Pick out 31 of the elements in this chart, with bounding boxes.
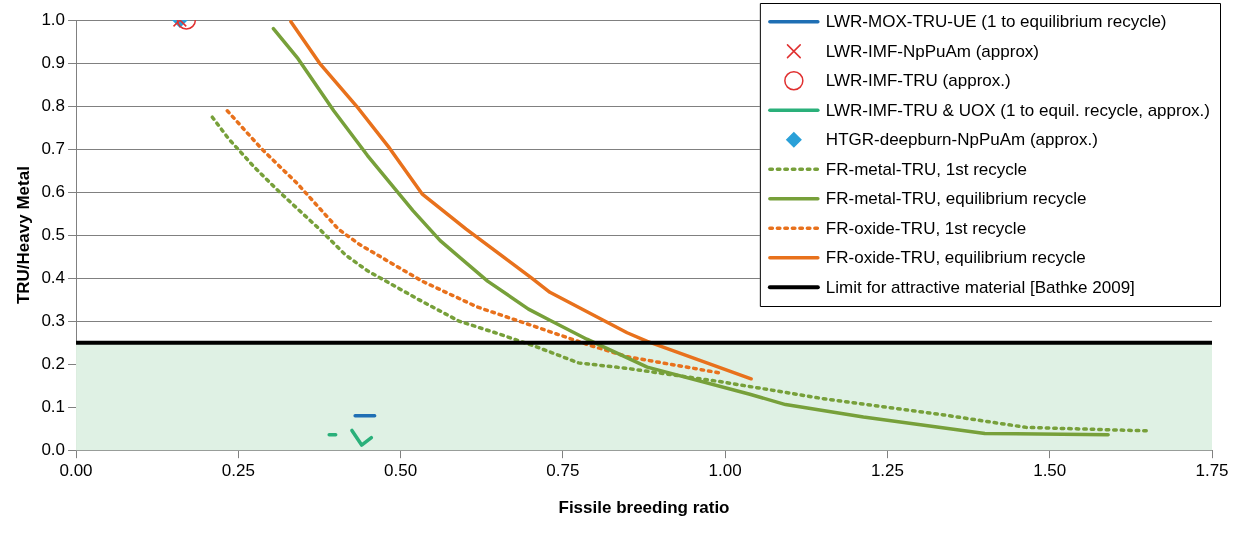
x-tick-label: 0.50 (384, 461, 418, 481)
legend-label: FR-metal-TRU, 1st recycle (825, 159, 1028, 179)
y-tick-label: 0.8 (41, 95, 66, 115)
legend-label: Limit for attractive material [Bathke 2009] (825, 277, 1135, 297)
y-tick-label: 0.0 (41, 439, 66, 459)
y-tick-label: 0.3 (41, 310, 66, 330)
x-tick-label: 1.50 (1033, 461, 1067, 481)
x-tick-label: 1.00 (708, 461, 742, 481)
legend-label: HTGR-deepburn-NpPuAm (approx.) (825, 130, 1098, 150)
y-tick-label: 0.1 (41, 396, 66, 416)
x-tick-label: 0.25 (221, 461, 255, 481)
y-tick-label: 0.4 (41, 267, 66, 287)
y-tick-label: 0.2 (41, 353, 66, 373)
legend-label: FR-metal-TRU, equilibrium recycle (825, 189, 1087, 209)
legend-label: FR-oxide-TRU, equilibrium recycle (825, 248, 1086, 268)
x-tick-label: 1.75 (1195, 461, 1229, 481)
y-tick-label: 0.5 (41, 224, 66, 244)
x-axis-title: Fissile breeding ratio (558, 498, 730, 518)
x-tick-label: 1.25 (870, 461, 904, 481)
legend-label: LWR-IMF-TRU & UOX (1 to equil. recycle, approx.) (825, 100, 1210, 120)
legend-label: LWR-IMF-NpPuAm (approx) (825, 41, 1039, 61)
legend-label: LWR-IMF-TRU (approx.) (825, 71, 1011, 91)
y-axis-title: TRU/Heavy Metal (13, 166, 33, 305)
x-tick-label: 0.00 (59, 461, 93, 481)
y-tick-label: 1.0 (41, 9, 66, 29)
legend-label: LWR-MOX-TRU-UE (1 to equilibrium recycle) (825, 12, 1167, 32)
legend-label: FR-oxide-TRU, 1st recycle (825, 218, 1027, 238)
y-tick-label: 0.6 (41, 181, 66, 201)
x-tick-label: 0.75 (546, 461, 580, 481)
y-tick-label: 0.9 (41, 52, 66, 72)
y-tick-label: 0.7 (41, 138, 66, 158)
